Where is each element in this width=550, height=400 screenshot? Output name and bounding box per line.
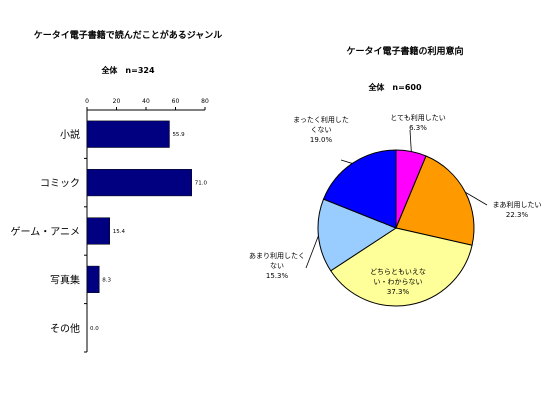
leader-line — [465, 191, 488, 206]
value-label: 55.9 — [172, 132, 185, 138]
pie-slice — [322, 149, 397, 229]
slice-label: 19.0% — [310, 136, 333, 144]
value-label: 0.0 — [90, 326, 99, 332]
bar — [86, 265, 100, 293]
value-label: 8.3 — [102, 277, 111, 283]
slice-label: とても利用したい — [390, 113, 445, 122]
value-label: 71.0 — [195, 181, 208, 187]
bar — [86, 169, 192, 197]
category-label: ゲーム・アニメ — [11, 226, 81, 238]
slice-label: ない — [270, 262, 284, 270]
value-label: 15.4 — [113, 229, 126, 235]
bar-chart-title: ケータイ電子書籍で読んだことがあるジャンル — [34, 29, 223, 41]
bar — [86, 217, 110, 245]
slice-label: まったく利用した — [293, 115, 349, 124]
pie-slice — [395, 155, 475, 246]
leader-line — [305, 235, 319, 269]
category-label: コミック — [40, 178, 80, 190]
pie-slice — [330, 227, 473, 307]
slice-label: 37.3% — [387, 288, 410, 296]
slice-label: 6.3% — [409, 124, 427, 132]
leader-line — [409, 129, 412, 152]
category-label: 小説 — [60, 128, 80, 141]
slice-label: 22.3% — [506, 211, 529, 219]
slice-label: 15.3% — [266, 272, 289, 280]
slice-label: あまり利用したく — [249, 251, 305, 260]
pie-chart-title: ケータイ電子書籍の利用意向 — [346, 45, 463, 57]
leader-line — [340, 159, 353, 164]
x-tick-label: 20 — [113, 98, 121, 105]
pie-slice — [317, 198, 398, 272]
slice-label: くない — [311, 126, 332, 134]
pie-chart: ケータイ電子書籍の利用意向 全体 n=600 とても利用したい 6.3% まあ利用し… — [249, 45, 542, 307]
category-label: その他 — [50, 322, 80, 335]
x-tick-label: 60 — [172, 98, 180, 105]
bar-chart-subtitle: 全体 n=324 — [100, 65, 155, 75]
bar-chart: ケータイ電子書籍で読んだことがあるジャンル 全体 n=324 0 20 40 60 80… — [11, 29, 223, 353]
slice-label: まあ利用したい — [493, 200, 542, 209]
bar — [86, 120, 170, 148]
slice-label: い・わからない — [374, 278, 423, 286]
x-tick-label: 40 — [142, 98, 150, 105]
x-tick-label: 0 — [85, 98, 89, 105]
pie-chart-subtitle: 全体 n=600 — [367, 82, 422, 92]
category-label: 写真集 — [50, 273, 80, 286]
x-tick-label: 80 — [201, 98, 209, 105]
slice-label: どちらともいえな — [370, 268, 426, 276]
